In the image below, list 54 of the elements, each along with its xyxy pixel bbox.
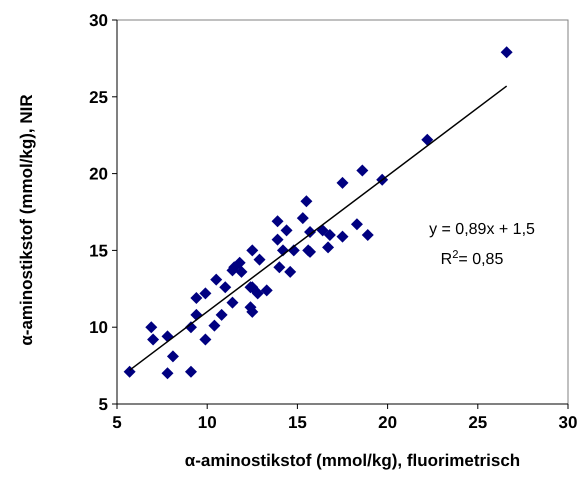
x-tick-label: 5 xyxy=(112,413,122,432)
point xyxy=(184,366,197,378)
x-tick-label: 30 xyxy=(558,413,578,432)
point xyxy=(336,230,348,243)
point xyxy=(356,164,368,177)
point xyxy=(190,292,202,304)
y-axis-title: α-aminostikstof (mmol/kg), NIR xyxy=(17,94,36,346)
y-tick-label: 25 xyxy=(89,88,108,107)
point xyxy=(336,176,348,189)
point xyxy=(166,350,179,362)
point xyxy=(208,320,220,332)
y-tick-label: 10 xyxy=(89,318,108,338)
point xyxy=(145,321,158,334)
point xyxy=(322,241,334,254)
annotation: R$^{2}$= 0,85 xyxy=(440,249,504,268)
point xyxy=(316,224,329,236)
x-tick-label: 15 xyxy=(288,413,307,432)
point xyxy=(235,266,248,278)
point xyxy=(162,367,174,380)
y-tick-label: 15 xyxy=(89,241,108,260)
point xyxy=(254,254,266,266)
point xyxy=(199,287,212,300)
point xyxy=(199,333,212,346)
y-tick-label: 20 xyxy=(89,164,108,184)
point xyxy=(284,266,296,278)
point xyxy=(273,261,286,274)
point xyxy=(300,195,312,208)
point xyxy=(234,256,246,269)
annotation: y = 0,89x + 1,5 xyxy=(429,221,536,238)
y-tick-label: 30 xyxy=(89,10,108,30)
point xyxy=(219,281,232,294)
point xyxy=(162,330,174,342)
point xyxy=(216,308,228,321)
point xyxy=(324,229,336,242)
point xyxy=(350,218,363,230)
point xyxy=(296,212,309,224)
point xyxy=(210,274,222,286)
point xyxy=(272,234,284,246)
point xyxy=(226,296,238,309)
point xyxy=(252,287,264,300)
x-tick-label: 25 xyxy=(468,413,488,432)
point xyxy=(362,229,374,242)
y-tick-label: 5 xyxy=(98,394,108,414)
point xyxy=(260,284,273,296)
point xyxy=(246,244,258,256)
point xyxy=(147,333,160,346)
x-axis-title: α-aminostikstof (mmol/kg), fluorimetrisch xyxy=(184,451,520,470)
point xyxy=(421,134,434,146)
x-tick-label: 20 xyxy=(378,413,398,432)
point xyxy=(124,366,136,378)
x-tick-label: 10 xyxy=(198,413,217,432)
point xyxy=(500,46,513,58)
point xyxy=(280,224,293,236)
point xyxy=(272,215,284,228)
